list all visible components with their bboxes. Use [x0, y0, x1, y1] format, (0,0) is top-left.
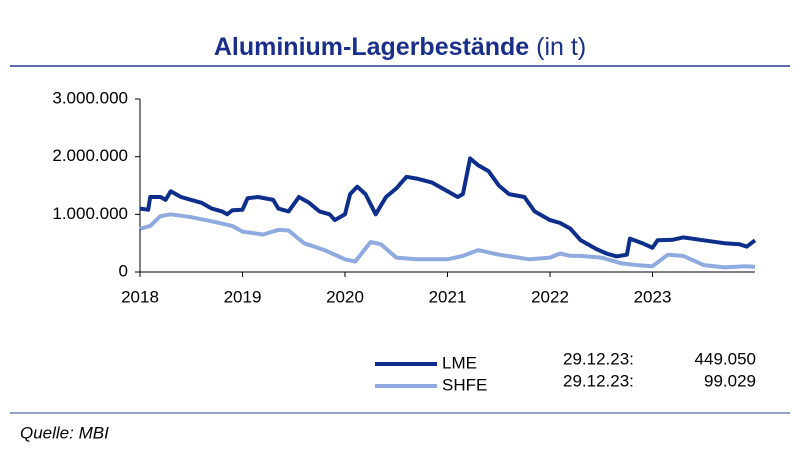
legend-date: 29.12.23:	[563, 371, 634, 390]
y-tick-label: 2.000.000	[52, 146, 128, 165]
x-tick-label: 2019	[224, 287, 262, 306]
chart-title: Aluminium-Lagerbestände	[214, 33, 529, 61]
series-line	[139, 212, 756, 270]
x-tick-label: 2018	[121, 287, 159, 306]
legend-label: LME	[442, 353, 477, 372]
x-tick-label: 2023	[634, 287, 672, 306]
legend-date: 29.12.23:	[563, 349, 634, 368]
chart-subtitle: (in t)	[536, 33, 586, 61]
legend-label: SHFE	[442, 375, 487, 394]
source: Quelle: MBI	[20, 423, 109, 442]
y-tick-label: 0	[119, 261, 128, 280]
legend-value: 99.029	[704, 371, 756, 390]
x-tick-label: 2021	[429, 287, 467, 306]
series-line	[139, 156, 757, 259]
legend-value: 449.050	[695, 349, 756, 368]
chart-title-group: Aluminium-Lagerbestände (in t)	[214, 33, 586, 61]
y-tick-label: 1.000.000	[52, 204, 128, 223]
x-tick-label: 2022	[531, 287, 569, 306]
y-tick-label: 3.000.000	[52, 88, 128, 107]
x-tick-label: 2020	[326, 287, 364, 306]
